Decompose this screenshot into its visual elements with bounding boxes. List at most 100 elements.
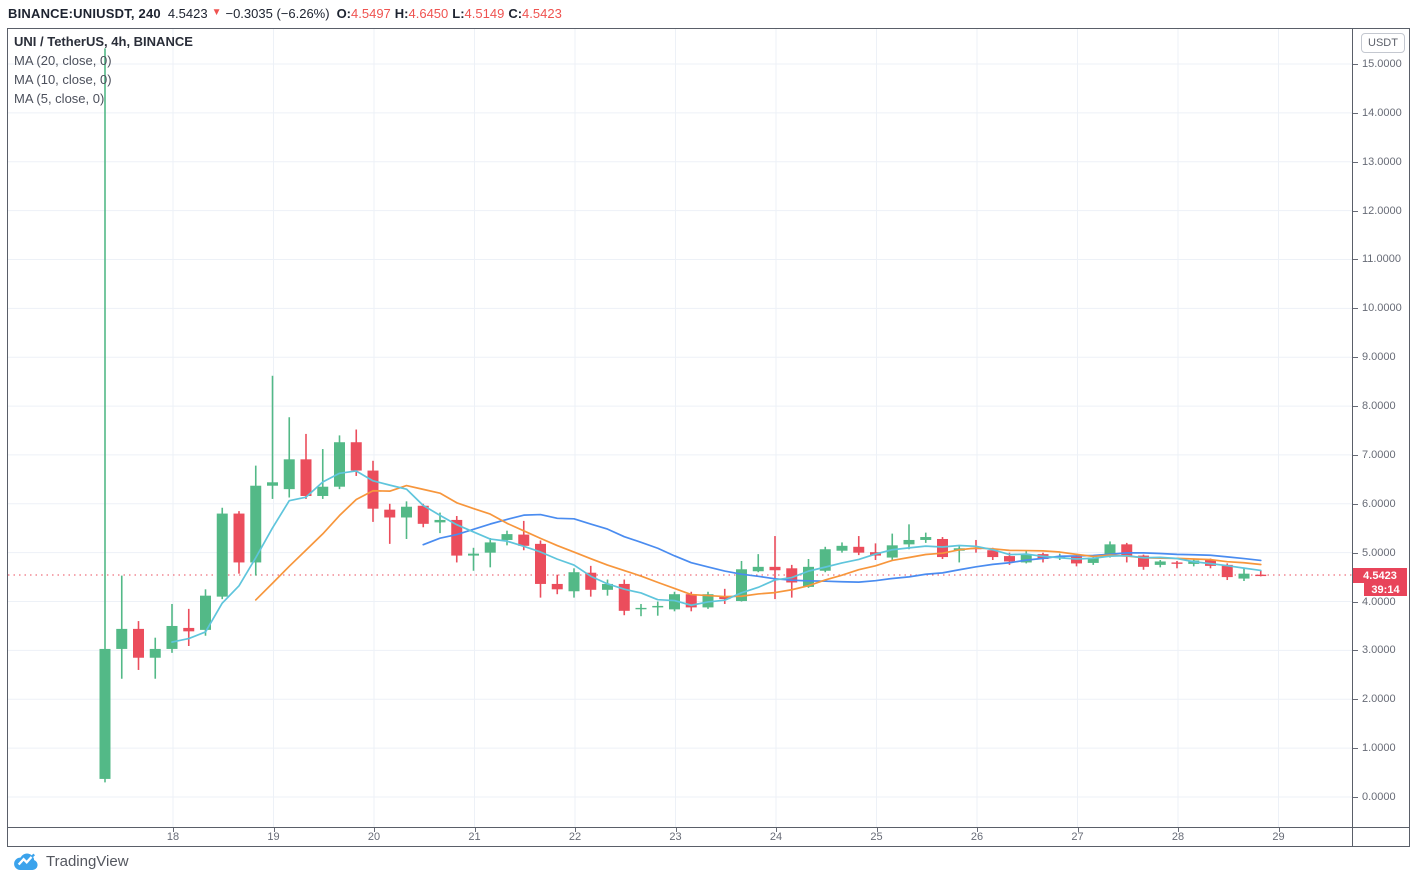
symbol-title[interactable]: BINANCE:UNIUSDT, 240: [8, 6, 161, 21]
candle-body: [1255, 574, 1267, 577]
candle-body: [920, 537, 932, 540]
tradingview-logo-icon: [14, 853, 38, 870]
time-tick-mark: [173, 828, 174, 832]
ohlc-label: C:: [508, 6, 523, 21]
candle-body: [652, 605, 664, 608]
price-tick-mark: [1353, 503, 1358, 505]
chart-legend: UNI / TetherUS, 4h, BINANCE MA (20, clos…: [14, 32, 193, 108]
candle-body: [501, 534, 513, 540]
candlestick-chart-canvas[interactable]: [8, 29, 1352, 827]
time-tick-mark: [374, 828, 375, 832]
price-tick-mark: [1353, 161, 1358, 163]
candle-body: [384, 509, 396, 518]
time-tick-label: 20: [367, 831, 381, 843]
ohlc-label: O:: [336, 6, 352, 21]
legend-indicator-row[interactable]: MA (5, close, 0): [14, 91, 105, 106]
candle-body: [819, 549, 831, 571]
price-tick-mark: [1353, 112, 1358, 114]
candle-body: [702, 594, 714, 608]
time-tick-mark: [977, 828, 978, 832]
candle-body: [602, 583, 613, 590]
tradingview-watermark[interactable]: TradingView: [13, 852, 129, 871]
price-tick-label: 12.0000: [1362, 204, 1402, 217]
candle-body: [434, 519, 446, 523]
legend-indicator-row[interactable]: MA (10, close, 0): [14, 72, 112, 87]
candle-body: [518, 534, 530, 546]
price-tick-mark: [1353, 699, 1358, 701]
legend-indicators: MA (20, close, 0) MA (10, close, 0) MA (5,…: [14, 51, 193, 108]
price-tick-label: 14.0000: [1362, 106, 1402, 119]
candle-body: [937, 538, 948, 558]
candle-body: [133, 628, 144, 658]
candle-body: [1154, 561, 1166, 565]
price-tick-label: 11.0000: [1362, 253, 1401, 266]
candle-body: [1238, 573, 1250, 579]
candle-body: [149, 648, 161, 658]
candle-body: [535, 543, 546, 584]
time-tick-mark: [575, 828, 576, 832]
time-axis-separator: [7, 827, 1410, 828]
price-tick-label: 9.0000: [1362, 351, 1396, 364]
last-price: 4.5423: [167, 6, 208, 21]
price-tick-mark: [1353, 748, 1358, 750]
candle-body: [635, 607, 647, 610]
candle-body: [200, 595, 211, 630]
price-tick-label: 0.0000: [1362, 791, 1396, 803]
candle-body: [752, 566, 764, 572]
symbol-info-bar: BINANCE:UNIUSDT, 240 4.5423 ▼ −0.3035 (−6.2…: [8, 0, 566, 27]
time-tick-mark: [474, 828, 476, 832]
candle-body: [803, 566, 814, 587]
price-tick-mark: [1353, 259, 1358, 261]
price-down-icon: ▼: [211, 7, 222, 18]
price-tick-label: 15.0000: [1362, 57, 1402, 70]
candle-body: [853, 546, 865, 553]
time-tick-mark: [876, 828, 878, 832]
candle-body: [719, 596, 731, 600]
candle-body: [669, 594, 680, 610]
candle-body: [300, 459, 312, 496]
ohlc-value: 4.5497: [351, 6, 391, 21]
ma10-line: [254, 484, 1262, 601]
time-tick-label: 29: [1272, 831, 1285, 843]
candle-body: [233, 513, 245, 563]
bar-countdown-label: 39:14: [1364, 583, 1407, 597]
time-tick-mark: [1077, 828, 1079, 832]
time-axis[interactable]: 18 19 20 21 22 23 24 25 26 27 28 29: [8, 828, 1352, 846]
candle-body: [1221, 564, 1233, 578]
candle-body: [1020, 554, 1032, 563]
candle-body: [451, 519, 463, 556]
legend-symbol-title[interactable]: UNI / TetherUS, 4h, BINANCE: [14, 34, 193, 49]
time-tick-label: 25: [870, 831, 883, 843]
time-tick-mark: [1178, 828, 1179, 832]
ohlc-value: 4.6450: [408, 6, 449, 21]
candle-body: [468, 553, 479, 556]
time-tick-label: 27: [1071, 831, 1084, 843]
time-tick-label: 28: [1171, 831, 1185, 843]
price-tick-mark: [1353, 552, 1358, 554]
price-tick-label: 1.0000: [1362, 742, 1396, 755]
candle-body: [886, 545, 898, 558]
price-tick-label: 13.0000: [1362, 155, 1402, 168]
candle-body: [836, 545, 848, 551]
candle-body: [183, 627, 195, 632]
price-tick-label: 2.0000: [1362, 693, 1396, 706]
time-tick-label: 21: [468, 831, 481, 843]
chart-frame: [7, 28, 1410, 847]
price-axis[interactable]: USDT 15.0000 14.0000 13.0000 12.0000 11.0000…: [1353, 29, 1409, 827]
candle-body: [1138, 555, 1149, 567]
candle-body: [1171, 562, 1183, 564]
candle-body: [417, 505, 429, 524]
candle-body: [99, 648, 111, 779]
candle-body: [685, 594, 697, 608]
time-tick-mark: [273, 828, 275, 832]
time-tick-mark: [675, 828, 677, 832]
candle-body: [401, 506, 412, 518]
price-tick-label: 4.0000: [1362, 595, 1396, 608]
legend-indicator-row[interactable]: MA (20, close, 0): [14, 53, 112, 68]
time-tick-label: 18: [166, 831, 180, 843]
candle-body: [987, 550, 999, 558]
currency-toggle-button[interactable]: USDT: [1361, 33, 1405, 53]
price-tick-label: 8.0000: [1362, 400, 1396, 413]
time-tick-mark: [776, 828, 777, 832]
candle-body: [216, 513, 228, 597]
